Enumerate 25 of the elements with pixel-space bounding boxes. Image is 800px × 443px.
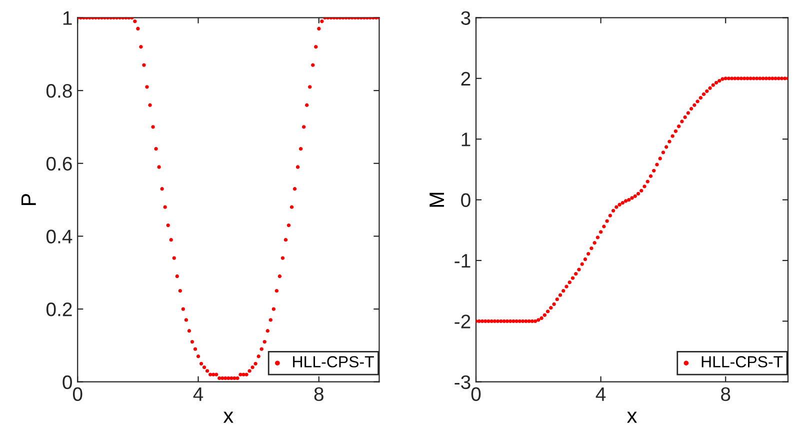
legend-label: HLL-CPS-T [702, 356, 783, 368]
legend-label: HLL-CPS-T [293, 356, 374, 368]
x-axis-title: x [627, 412, 637, 423]
x-tick-label: 4 [596, 387, 606, 401]
x-tick-label: 0 [471, 387, 481, 402]
y-tick-label: 1 [462, 132, 470, 146]
y-tick-label: 0 [62, 375, 72, 390]
y-axis-title: M [430, 192, 444, 207]
y-axis-title: P [22, 194, 36, 206]
y-tick-label: 0.2 [46, 302, 72, 316]
y-tick-label: 2 [461, 72, 470, 86]
y-tick-label: -3 [454, 375, 470, 390]
x-tick-label: 8 [314, 387, 324, 402]
x-axis-title: x [223, 412, 234, 423]
y-tick-label: 0.6 [46, 156, 72, 171]
y-tick-label: -2 [454, 314, 470, 328]
y-tick-label: -1 [454, 254, 470, 268]
x-tick-label: 8 [721, 387, 730, 402]
y-tick-label: 3 [461, 11, 470, 25]
y-tick-label: 0.4 [46, 230, 72, 244]
x-tick-label: 0 [72, 387, 82, 402]
y-tick-label: 0.8 [46, 84, 72, 98]
y-tick-label: 0 [461, 193, 470, 208]
y-tick-label: 1 [63, 11, 72, 25]
x-tick-label: 4 [193, 387, 204, 401]
